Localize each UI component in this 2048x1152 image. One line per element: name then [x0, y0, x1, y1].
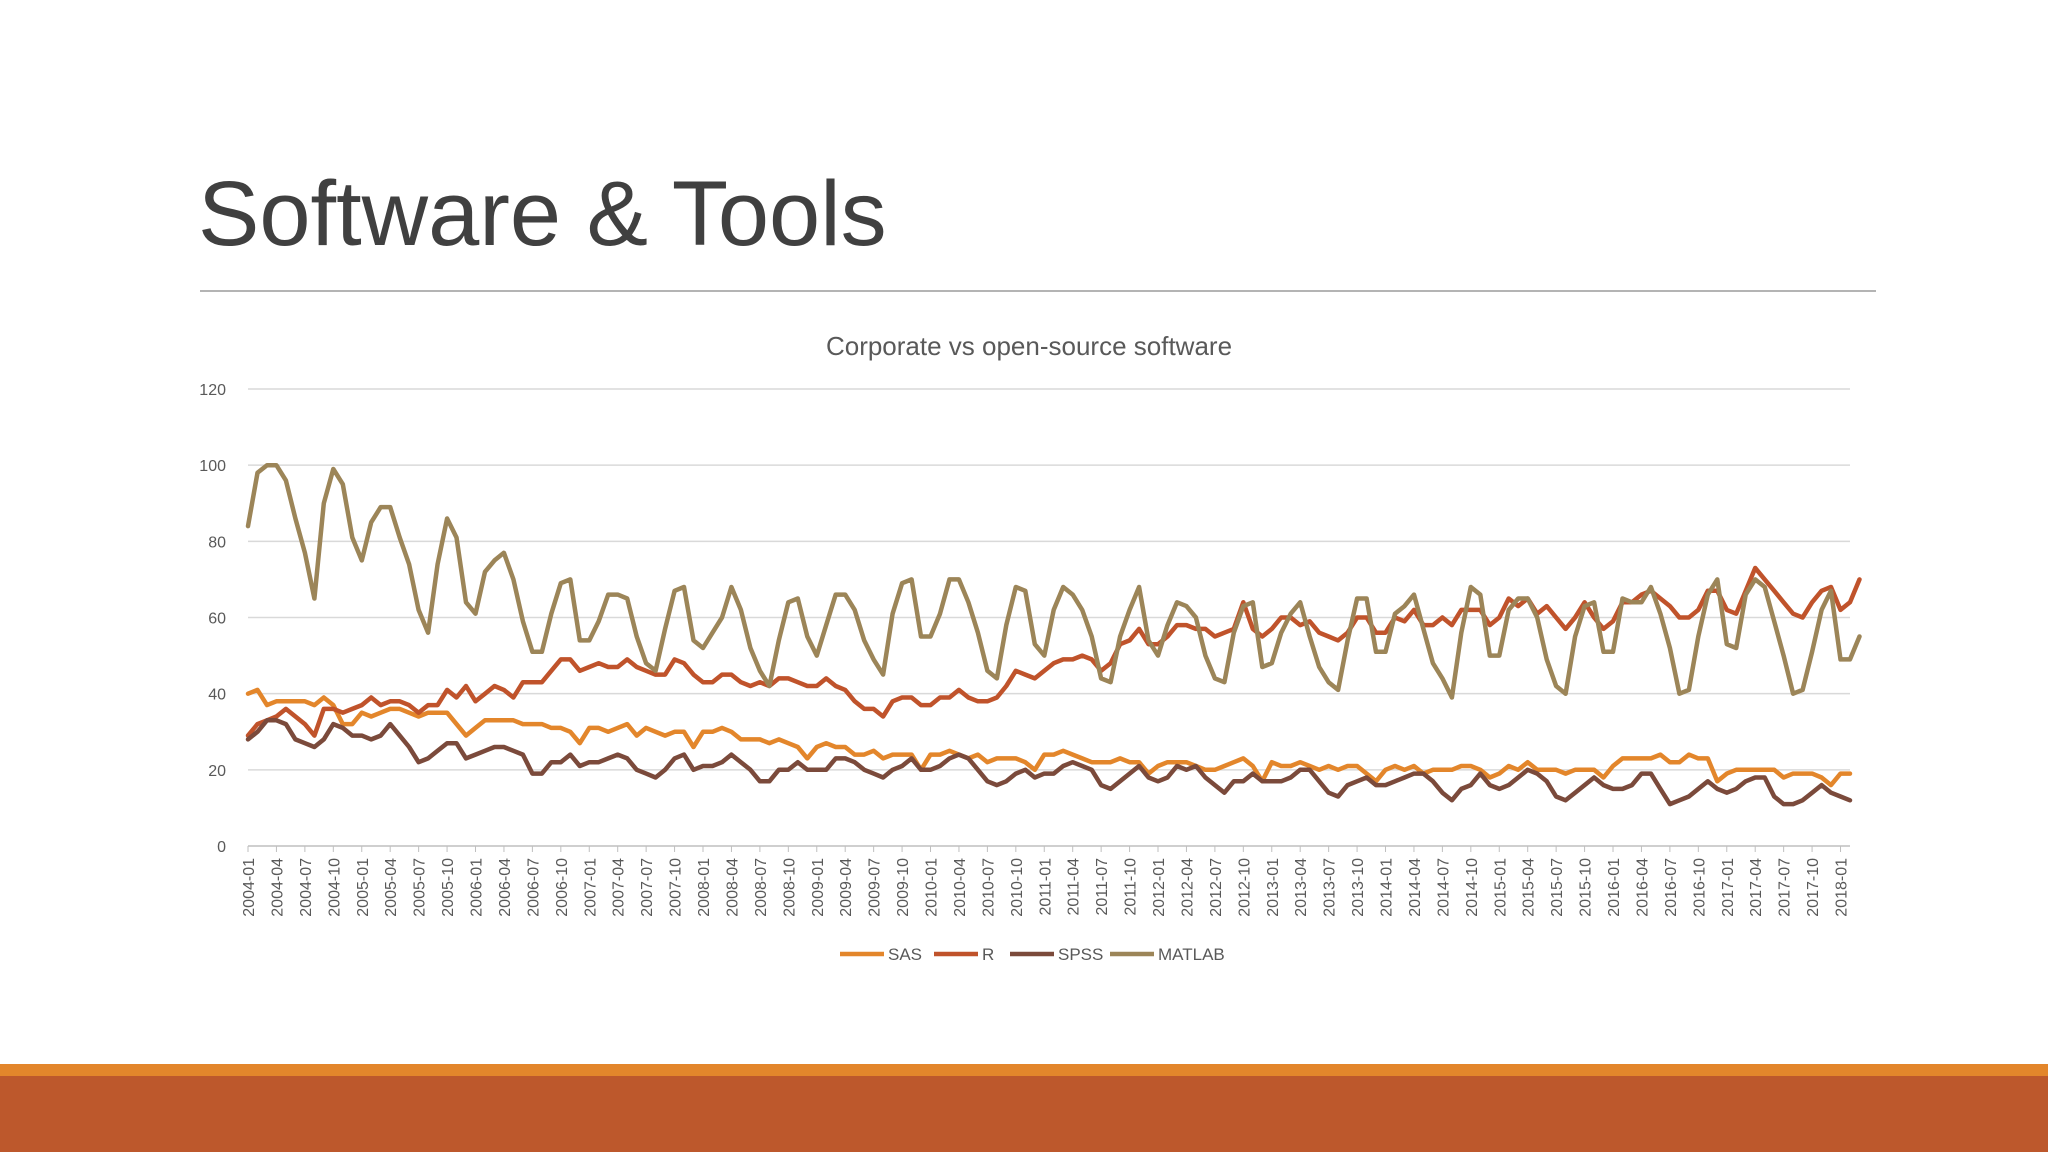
y-tick-label: 20 [208, 763, 226, 780]
x-tick-label: 2009-07 [867, 858, 884, 917]
x-tick-label: 2006-04 [497, 858, 514, 917]
x-tick-label: 2007-01 [582, 858, 599, 917]
slide-title: Software & Tools [198, 163, 887, 265]
x-tick-label: 2010-10 [1009, 858, 1026, 917]
x-tick-label: 2011-10 [1123, 858, 1140, 916]
x-tick-label: 2006-07 [525, 858, 542, 917]
x-tick-label: 2016-10 [1691, 858, 1708, 917]
y-tick-label: 120 [199, 382, 226, 399]
legend-item-r: R [934, 945, 994, 964]
x-tick-label: 2018-01 [1834, 858, 1851, 917]
x-tick-label: 2013-07 [1322, 858, 1339, 917]
x-tick-label: 2014-01 [1379, 858, 1396, 917]
x-tick-label: 2014-04 [1407, 858, 1424, 917]
x-tick-label: 2009-01 [810, 858, 827, 917]
x-tick-label: 2013-10 [1350, 858, 1367, 917]
x-tick-label: 2014-07 [1435, 858, 1452, 917]
legend-item-matlab: MATLAB [1110, 945, 1225, 964]
x-tick-label: 2016-04 [1634, 858, 1651, 917]
series-line-spss [245, 718, 1853, 807]
footer-band [0, 1076, 2048, 1152]
x-tick-label: 2008-10 [781, 858, 798, 917]
legend: SAS R SPSS MATLAB [840, 945, 1225, 964]
x-tick-label: 2010-07 [980, 858, 997, 917]
footer-accent-bar [0, 1064, 2048, 1076]
x-tick-label: 2004-10 [326, 858, 343, 917]
legend-label: MATLAB [1158, 945, 1225, 964]
x-tick-label: 2017-10 [1805, 858, 1822, 917]
x-tick-label: 2013-04 [1293, 858, 1310, 917]
x-tick-label: 2004-01 [241, 858, 258, 917]
y-tick-label: 80 [208, 534, 226, 551]
legend-item-spss: SPSS [1010, 945, 1103, 964]
x-tick-label: 2011-04 [1066, 858, 1083, 916]
x-tick-label: 2012-10 [1236, 858, 1253, 917]
chart-title: Corporate vs open-source software [826, 331, 1232, 361]
x-tick-label: 2012-01 [1151, 858, 1168, 917]
x-tick-label: 2006-01 [469, 858, 486, 917]
x-tick-label: 2008-04 [724, 858, 741, 917]
x-tick-label: 2015-01 [1492, 858, 1509, 917]
x-axis-ticks: 2004-01 2004-04 2004-07 2004-10 2005-01 2005-… [241, 846, 1851, 917]
y-tick-label: 40 [208, 687, 226, 704]
line-chart: Corporate vs open-source software 0 20 40 6… [199, 331, 1862, 964]
x-tick-label: 2010-04 [952, 858, 969, 917]
x-tick-label: 2012-04 [1179, 858, 1196, 917]
gridlines [248, 388, 1850, 847]
x-tick-label: 2011-01 [1037, 858, 1054, 916]
legend-item-sas: SAS [840, 945, 922, 964]
legend-label: SAS [888, 945, 922, 964]
x-tick-label: 2009-10 [895, 858, 912, 917]
title-divider [200, 290, 1876, 292]
y-tick-label: 60 [208, 611, 226, 628]
y-axis-ticks: 0 20 40 60 80 100 120 [199, 382, 226, 856]
x-tick-label: 2014-10 [1464, 858, 1481, 917]
x-tick-label: 2008-07 [753, 858, 770, 917]
x-tick-label: 2009-04 [838, 858, 855, 917]
x-tick-label: 2016-01 [1606, 858, 1623, 917]
series-line-r [245, 565, 1862, 738]
legend-label: R [982, 945, 994, 964]
series-line-sas [245, 687, 1853, 788]
x-tick-label: 2013-01 [1265, 858, 1282, 917]
x-tick-label: 2004-04 [269, 858, 286, 917]
y-tick-label: 0 [217, 839, 226, 856]
x-tick-label: 2016-07 [1663, 858, 1680, 917]
x-tick-label: 2017-01 [1720, 858, 1737, 917]
x-tick-label: 2011-07 [1094, 858, 1111, 916]
x-tick-label: 2006-10 [554, 858, 571, 917]
x-tick-label: 2015-10 [1578, 858, 1595, 917]
y-tick-label: 100 [199, 458, 226, 475]
x-tick-label: 2010-01 [924, 858, 941, 917]
legend-label: SPSS [1058, 945, 1103, 964]
x-tick-label: 2015-04 [1521, 858, 1538, 917]
x-tick-label: 2008-01 [696, 858, 713, 917]
x-tick-label: 2007-04 [611, 858, 628, 917]
series-lines [245, 462, 1862, 807]
chart-svg: Corporate vs open-source software 0 20 40 6… [199, 331, 1862, 964]
x-tick-label: 2012-07 [1208, 858, 1225, 917]
x-tick-label: 2005-04 [383, 858, 400, 917]
x-tick-label: 2005-10 [440, 858, 457, 917]
x-tick-label: 2004-07 [298, 858, 315, 917]
x-tick-label: 2007-10 [668, 858, 685, 917]
x-tick-label: 2005-07 [412, 858, 429, 917]
x-tick-label: 2017-04 [1748, 858, 1765, 917]
x-tick-label: 2007-07 [639, 858, 656, 917]
x-tick-label: 2015-07 [1549, 858, 1566, 917]
x-tick-label: 2017-07 [1777, 858, 1794, 917]
series-line-matlab [245, 462, 1862, 700]
x-tick-label: 2005-01 [355, 858, 372, 917]
